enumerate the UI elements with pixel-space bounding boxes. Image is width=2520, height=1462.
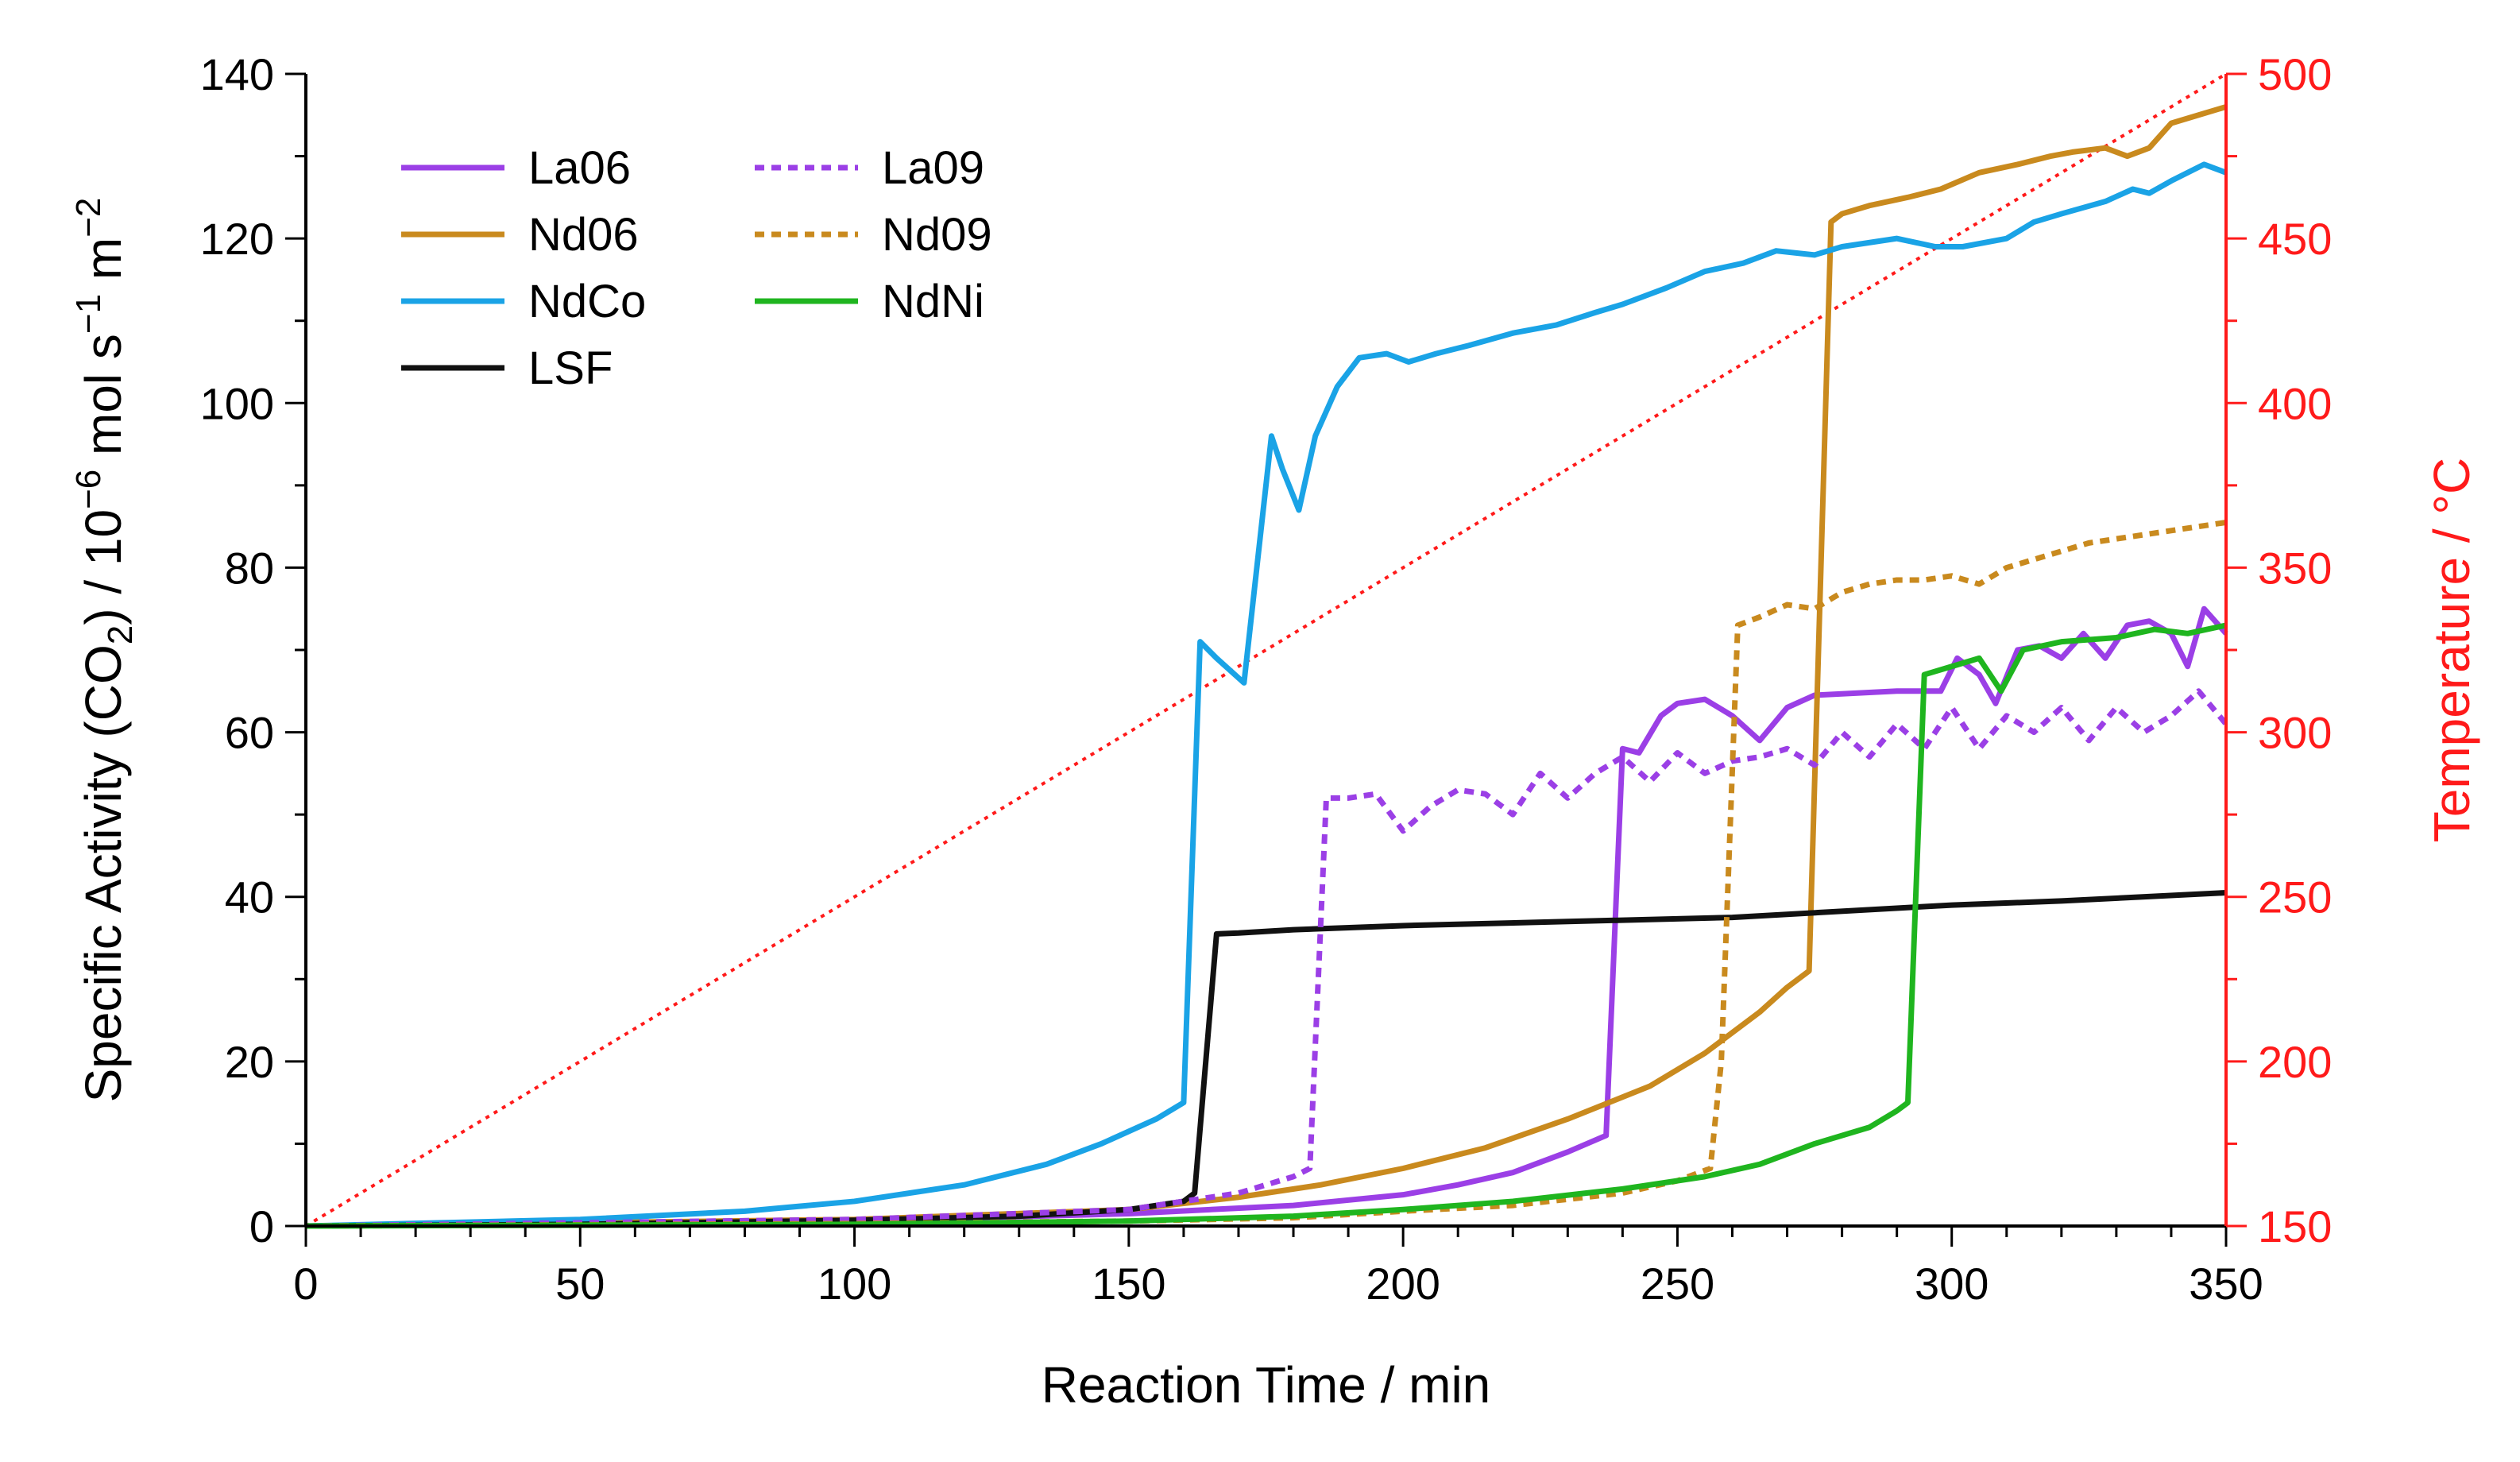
y-axis-title: Specific Activity (CO2) / 10−6 mol s−1 m… (69, 198, 140, 1103)
y-axis-title-m: m (75, 238, 132, 294)
legend-label: NdCo (528, 276, 646, 327)
series-line-nd09 (305, 520, 2227, 1229)
y-tick-label: 60 (225, 708, 274, 758)
y2-axis-title: Temperature / °C (2423, 458, 2480, 842)
legend-item-nd06: Nd06 (401, 209, 639, 261)
series-line-la06 (305, 605, 2228, 1229)
y-axis-title-exp3: −2 (69, 198, 108, 238)
y-tick-label: 100 (200, 378, 274, 428)
y2-tick-label: 500 (2258, 49, 2332, 99)
series-line-ndni (305, 622, 2227, 1229)
x-tick-label: 100 (817, 1259, 891, 1309)
series-line-lsf (305, 890, 2227, 1229)
y-tick-label: 80 (225, 543, 274, 593)
x-tick-label: 300 (1915, 1259, 1989, 1309)
y2-tick-label: 150 (2258, 1201, 2332, 1251)
series-line-nd06 (305, 104, 2228, 1229)
y-axis-title-exp1: −6 (69, 470, 108, 509)
y2-tick-label: 350 (2258, 543, 2332, 593)
y-axis-title-main: Specific Activity (CO (75, 644, 132, 1102)
legend-item-ndni: NdNi (755, 276, 984, 327)
y2-tick-label: 300 (2258, 708, 2332, 758)
y-tick-label: 20 (225, 1037, 274, 1087)
x-tick-label: 150 (1092, 1259, 1165, 1309)
axes-group: 0 50 100 150 200 250 300 350 0 20 40 60 80 100 120 140 1… (200, 49, 2333, 1309)
legend: La06 La09 Nd06 Nd09 NdCo NdNi LSF (401, 142, 992, 394)
y2-tick-label: 200 (2258, 1037, 2332, 1087)
x-tick-label: 0 (293, 1259, 318, 1309)
legend-label: NdNi (882, 276, 984, 327)
y-axis-title-exp2: −1 (69, 294, 108, 334)
legend-label: Nd09 (882, 209, 992, 261)
series-line-la09 (305, 688, 2228, 1229)
series-group (304, 72, 2228, 1229)
series-line-ndco (305, 161, 2228, 1229)
x-tick-label: 200 (1366, 1259, 1440, 1309)
legend-label: La06 (528, 142, 631, 194)
legend-label: Nd06 (528, 209, 639, 261)
y-tick-label: 140 (200, 49, 274, 99)
y-axis-title-mol: mol s (75, 334, 132, 470)
y-tick-label: 40 (225, 872, 274, 922)
y-tick-label: 120 (200, 214, 274, 264)
legend-item-lsf: LSF (401, 342, 613, 394)
x-tick-label: 250 (1641, 1259, 1714, 1309)
x-axis-title: Reaction Time / min (1042, 1356, 1491, 1414)
y-tick-label: 0 (249, 1201, 274, 1251)
legend-item-la06: La06 (401, 142, 631, 194)
legend-label: La09 (882, 142, 984, 194)
y-axis-title-sub: 2 (101, 625, 140, 644)
y2-tick-label: 250 (2258, 872, 2332, 922)
x-tick-label: 350 (2189, 1259, 2263, 1309)
temperature-line (304, 72, 2228, 1228)
x-tick-label: 50 (555, 1259, 605, 1309)
legend-item-la09: La09 (755, 142, 984, 194)
legend-item-ndco: NdCo (401, 276, 646, 327)
y2-tick-label: 450 (2258, 214, 2332, 264)
legend-item-nd09: Nd09 (755, 209, 992, 261)
y2-tick-label: 400 (2258, 378, 2332, 428)
y-axis-title-mid: ) / 10 (75, 509, 132, 625)
legend-label: LSF (528, 342, 613, 394)
